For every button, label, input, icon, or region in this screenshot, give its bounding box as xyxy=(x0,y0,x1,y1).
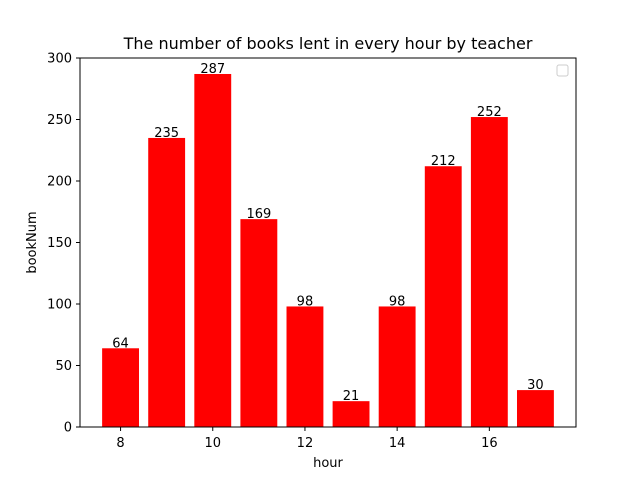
bar-hour-15 xyxy=(424,166,462,428)
bar-value-label-hour-16: 252 xyxy=(477,105,502,120)
x-tick-label-16: 16 xyxy=(481,436,498,451)
x-tick-label-8: 8 xyxy=(116,436,124,451)
legend-box xyxy=(556,64,569,77)
bar-hour-16 xyxy=(470,117,508,427)
x-axis-ticks: 8 10 12 14 16 xyxy=(116,427,498,451)
bar-value-label-hour-10: 287 xyxy=(200,62,225,77)
y-tick-label-200: 200 xyxy=(47,175,72,190)
y-tick-label-100: 100 xyxy=(47,298,72,313)
y-tick-label-0: 0 xyxy=(64,421,72,436)
bar-hour-13 xyxy=(332,401,370,427)
bar-value-label-hour-13: 21 xyxy=(343,389,360,404)
y-tick-label-300: 300 xyxy=(47,52,72,67)
bar-value-label-hour-9: 235 xyxy=(154,126,179,141)
bar-hour-8 xyxy=(102,348,140,427)
x-tick-label-14: 14 xyxy=(389,436,406,451)
bar-value-label-hour-17: 30 xyxy=(527,378,544,393)
y-axis-label: bookNum xyxy=(25,211,40,273)
y-tick-label-50: 50 xyxy=(55,359,72,374)
x-tick-label-12: 12 xyxy=(297,436,314,451)
bar-value-label-hour-8: 64 xyxy=(112,336,129,351)
bar-value-label-hour-14: 98 xyxy=(389,294,406,309)
bar-labels-layer: 64 235 287 169 98 21 98 212 252 30 xyxy=(112,62,543,404)
bar-value-label-hour-12: 98 xyxy=(297,294,314,309)
bar-hour-11 xyxy=(240,219,278,427)
bar-value-label-hour-15: 212 xyxy=(431,154,456,169)
bar-value-label-hour-11: 169 xyxy=(246,207,271,222)
chart-title: The number of books lent in every hour b… xyxy=(123,34,533,53)
bar-hour-17 xyxy=(516,390,554,427)
bars-layer xyxy=(102,73,554,428)
y-axis-ticks: 0 50 100 150 200 250 300 xyxy=(47,52,80,436)
y-tick-label-250: 250 xyxy=(47,113,72,128)
y-tick-label-150: 150 xyxy=(47,236,72,251)
x-tick-label-10: 10 xyxy=(204,436,221,451)
bar-hour-10 xyxy=(194,73,232,428)
bar-hour-14 xyxy=(378,306,416,427)
x-axis-label: hour xyxy=(313,456,343,471)
bar-hour-12 xyxy=(286,306,324,427)
bar-hour-9 xyxy=(148,137,186,427)
